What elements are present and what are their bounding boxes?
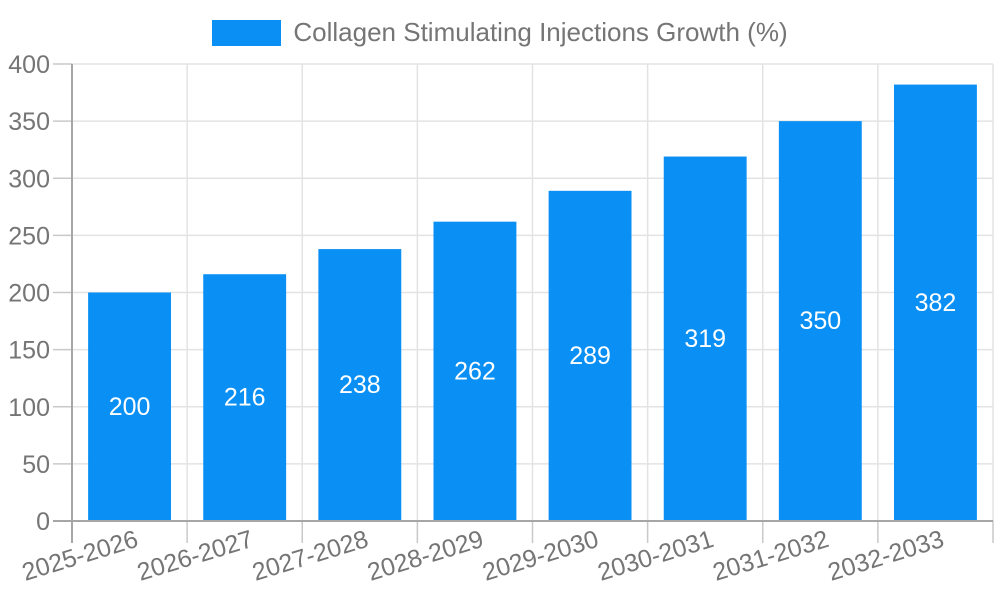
y-axis-label: 50: [22, 451, 50, 479]
bar[interactable]: [893, 84, 977, 521]
bar[interactable]: [663, 156, 747, 522]
bar-value-label: 382: [915, 289, 957, 317]
x-axis-label: 2027-2028: [249, 525, 372, 587]
bar[interactable]: [433, 221, 517, 522]
bar[interactable]: [203, 274, 287, 521]
x-axis-label: 2028-2029: [364, 525, 487, 587]
y-axis-label: 150: [8, 337, 50, 365]
legend-swatch-icon: [212, 19, 282, 46]
y-axis-label: 100: [8, 394, 50, 422]
y-axis-label: 300: [8, 165, 50, 193]
y-axis-label: 400: [8, 51, 50, 79]
bar-value-label: 216: [224, 384, 266, 412]
x-axis-label: 2026-2027: [134, 525, 257, 587]
y-axis-label: 200: [8, 280, 50, 308]
bar-value-label: 289: [569, 342, 611, 370]
bar-value-label: 350: [799, 307, 841, 335]
x-axis-label: 2031-2032: [710, 525, 833, 587]
bar[interactable]: [548, 190, 632, 521]
x-axis-label: 2032-2033: [825, 525, 948, 587]
bar[interactable]: [778, 121, 862, 521]
bar[interactable]: [318, 249, 402, 521]
y-axis-label: 0: [36, 508, 50, 536]
bar[interactable]: [88, 292, 172, 522]
bar-value-label: 319: [684, 325, 726, 353]
x-axis-label: 2030-2031: [594, 525, 717, 587]
chart-legend[interactable]: Collagen Stimulating Injections Growth (…: [0, 17, 1000, 48]
y-axis-label: 250: [8, 222, 50, 250]
y-axis-label: 350: [8, 108, 50, 136]
bar-value-label: 262: [454, 357, 496, 385]
legend-label: Collagen Stimulating Injections Growth (…: [293, 17, 788, 47]
bar-value-label: 238: [339, 371, 381, 399]
bar-value-label: 200: [109, 393, 151, 421]
x-axis-label: 2029-2030: [479, 525, 602, 587]
